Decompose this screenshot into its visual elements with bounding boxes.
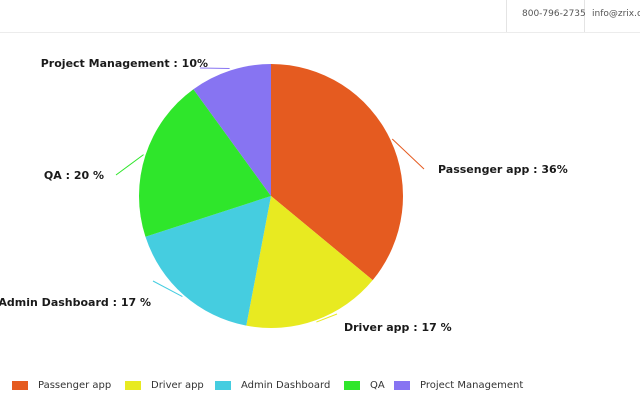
pie-slices <box>138 64 404 328</box>
legend-swatch <box>394 380 410 390</box>
leader-line-passenger-app <box>391 138 425 170</box>
legend-item-project-management[interactable]: Project Management <box>394 379 523 391</box>
legend-label: Passenger app <box>38 379 112 391</box>
pie-slice-passenger-app[interactable] <box>271 64 404 281</box>
legend-swatch <box>125 380 141 390</box>
data-label-passenger-app: Passenger app : 36% <box>438 163 568 176</box>
data-labels: Passenger app : 36% Driver app : 17 % Admi… <box>0 57 568 334</box>
topbar-divider <box>506 0 507 32</box>
data-label-driver-app: Driver app : 17 % <box>344 321 452 334</box>
pie-slice-admin-dashboard[interactable] <box>145 196 271 326</box>
legend-item-driver-app[interactable]: Driver app <box>125 379 204 391</box>
leader-line-project-management <box>199 67 230 70</box>
legend-item-qa[interactable]: QA <box>344 379 385 391</box>
pie-slice-driver-app[interactable] <box>246 196 373 328</box>
data-label-admin-dashboard: Admin Dashboard : 17 % <box>0 296 151 309</box>
legend-label: Project Management <box>420 379 524 391</box>
top-contact-bar: 800-796-2735 info@zrix.com <box>0 0 640 33</box>
leader-line-admin-dashboard <box>152 280 183 297</box>
legend-item-passenger-app[interactable]: Passenger app <box>12 379 111 391</box>
phone-number-link[interactable]: 800-796-2735 <box>522 9 586 19</box>
legend-swatch <box>344 380 360 390</box>
leader-line-qa <box>115 154 144 176</box>
legend-swatch <box>12 380 28 390</box>
legend-item-admin-dashboard[interactable]: Admin Dashboard <box>215 379 330 391</box>
legend-label: Driver app <box>151 379 204 391</box>
legend-label: Admin Dashboard <box>241 379 331 391</box>
legend-label: QA <box>370 379 385 391</box>
data-label-qa: QA : 20 % <box>44 169 104 182</box>
pie-chart: Passenger app : 36% Driver app : 17 % Admi… <box>0 57 568 334</box>
topbar-divider <box>584 0 585 32</box>
pie-slice-project-management[interactable] <box>193 64 271 196</box>
pie-slice-qa[interactable] <box>138 89 271 237</box>
data-label-project-management: Project Management : 10% <box>41 57 208 70</box>
label-leader-lines <box>115 67 425 323</box>
chart-legend: Passenger app Driver app Admin Dashboard QA… <box>0 372 640 398</box>
leader-line-driver-app <box>316 313 338 323</box>
legend-swatch <box>215 380 231 390</box>
email-link[interactable]: info@zrix.com <box>592 9 640 19</box>
